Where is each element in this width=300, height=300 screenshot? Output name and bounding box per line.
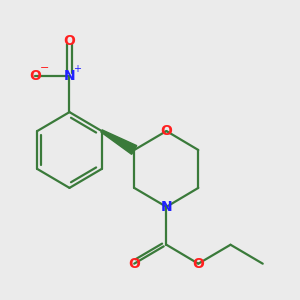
Text: O: O (29, 69, 41, 83)
Text: −: − (40, 63, 50, 73)
Text: N: N (64, 69, 75, 83)
Text: O: O (192, 257, 204, 271)
Text: O: O (64, 34, 75, 48)
Text: N: N (160, 200, 172, 214)
Polygon shape (101, 130, 137, 154)
Text: O: O (160, 124, 172, 138)
Text: +: + (74, 64, 81, 74)
Text: O: O (128, 257, 140, 271)
